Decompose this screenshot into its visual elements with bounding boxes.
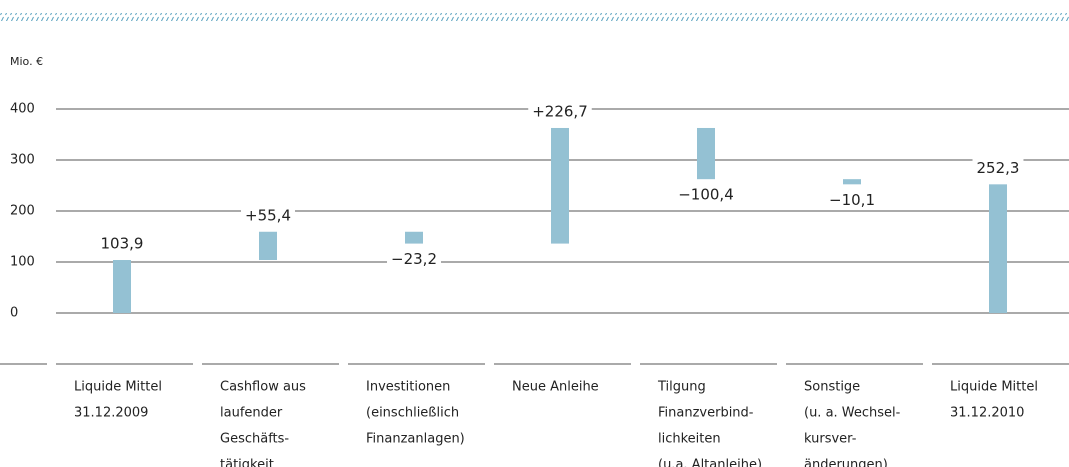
x-tick-label: Cashflow aus	[220, 380, 306, 395]
bar	[989, 184, 1007, 313]
x-tick-label: 31.12.2009	[74, 406, 148, 421]
x-tick-label: Geschäfts-	[220, 432, 289, 447]
bar	[113, 260, 131, 313]
bar	[697, 127, 715, 180]
value-label-bg	[387, 249, 441, 270]
x-tick-label: Liquide Mittel	[74, 380, 162, 395]
bar	[405, 231, 423, 244]
value-label: −23,2	[391, 250, 437, 268]
x-tick-label: Finanzanlagen)	[366, 432, 465, 447]
y-tick-label: 300	[10, 153, 35, 168]
x-tick-label: änderungen)	[804, 458, 888, 467]
x-tick-label: (u.a. Altanleihe)	[658, 458, 762, 467]
value-label-bg	[825, 189, 879, 210]
x-tick-label: Sonstige	[804, 380, 860, 395]
x-tick-label: Tilgung	[657, 380, 706, 395]
value-label: 252,3	[977, 159, 1020, 177]
value-label: −100,4	[678, 186, 734, 204]
bar	[259, 231, 277, 261]
bar	[551, 127, 569, 244]
bar	[843, 179, 861, 185]
y-tick-label: 400	[10, 102, 35, 117]
x-tick-label: lichkeiten	[658, 432, 721, 447]
value-label: 103,9	[101, 235, 144, 253]
x-tick-label: tätigkeit	[220, 458, 274, 467]
x-tick-label: (u. a. Wechsel-	[804, 406, 901, 421]
x-tick-label: Liquide Mittel	[950, 380, 1038, 395]
x-tick-label: Investitionen	[366, 380, 450, 395]
value-label: −10,1	[829, 191, 875, 209]
x-tick-label: Finanzverbind-	[658, 406, 754, 421]
x-tick-label: kursver-	[804, 432, 857, 447]
x-tick-label: Neue Anleihe	[512, 380, 599, 395]
value-label: +226,7	[532, 102, 588, 120]
value-label-bg	[96, 233, 148, 254]
x-tick-label: 31.12.2010	[950, 406, 1024, 421]
value-label-bg	[972, 157, 1024, 178]
value-label: +55,4	[245, 206, 291, 224]
value-label-bg	[528, 101, 592, 122]
y-tick-label: 0	[10, 306, 18, 321]
unit-label: Mio. €	[10, 55, 43, 68]
x-tick-label: laufender	[220, 406, 283, 421]
value-label-bg	[674, 184, 738, 205]
x-tick-label: (einschließlich	[366, 406, 459, 421]
header-hatch	[0, 13, 1069, 21]
y-tick-label: 200	[10, 204, 35, 219]
y-tick-label: 100	[10, 255, 35, 270]
value-label-bg	[241, 205, 295, 226]
